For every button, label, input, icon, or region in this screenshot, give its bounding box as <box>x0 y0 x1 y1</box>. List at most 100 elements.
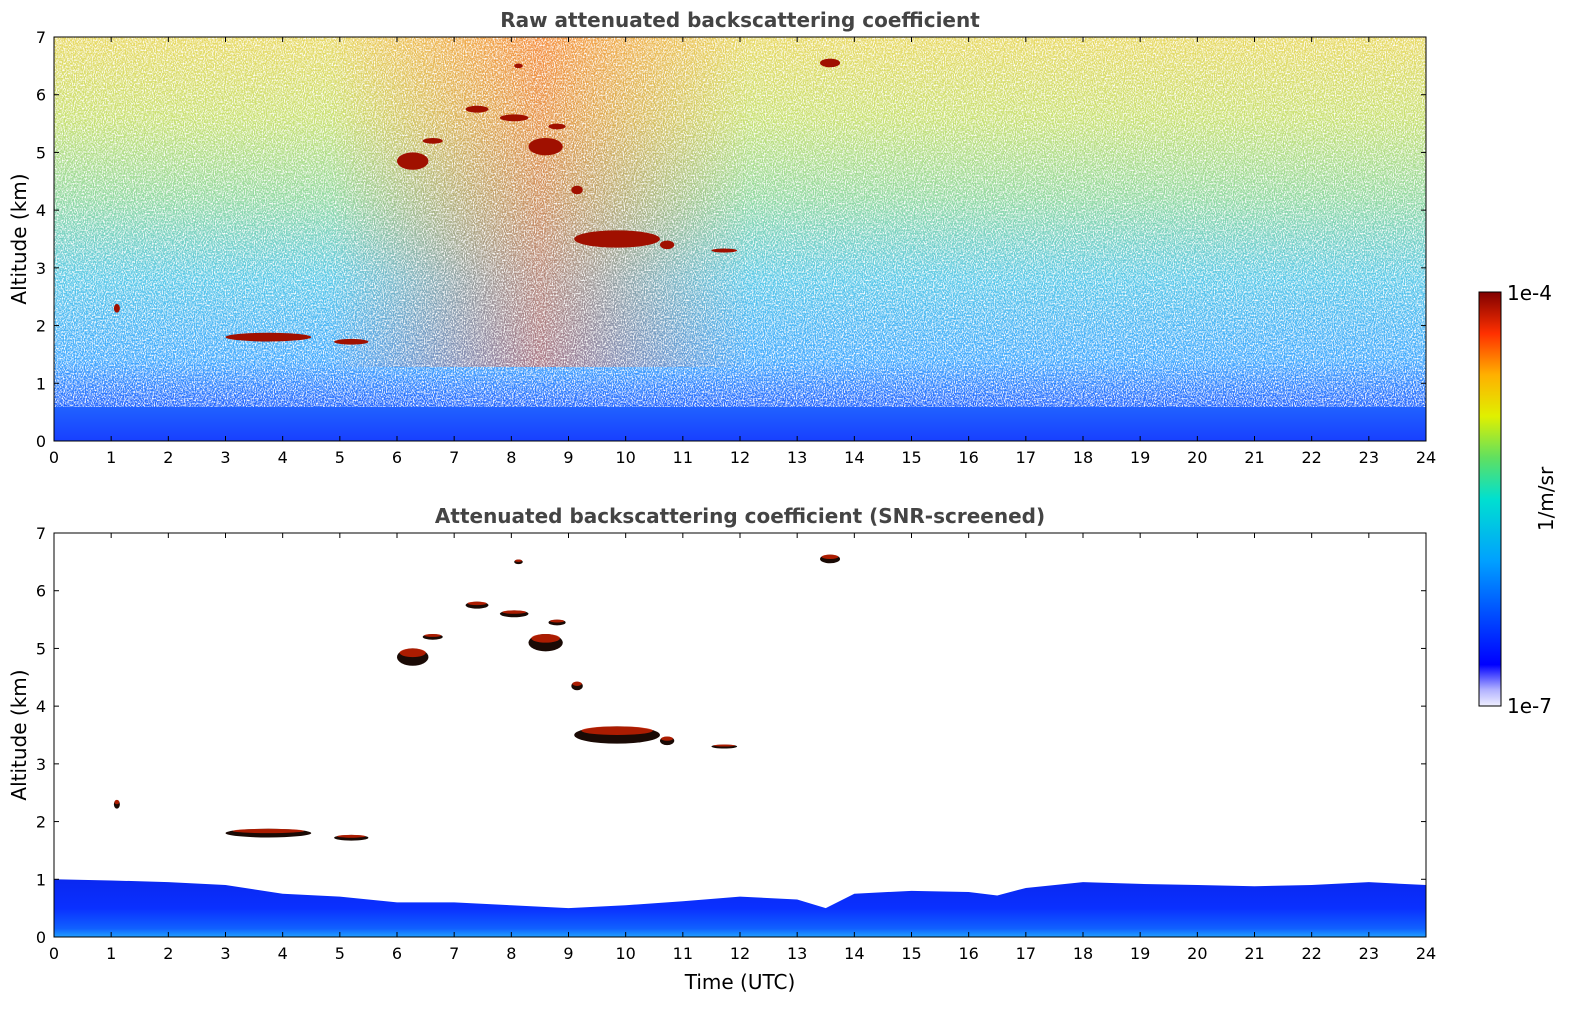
cloud-feature-top <box>661 736 674 741</box>
cloud-feature-top <box>114 799 120 805</box>
cloud-feature <box>659 240 675 250</box>
y-tick-label: 3 <box>36 259 46 278</box>
cloud-feature <box>514 63 523 69</box>
x-tick-label: 8 <box>506 944 516 963</box>
x-tick-label: 13 <box>787 448 807 467</box>
x-tick-label: 1 <box>106 944 116 963</box>
colorbar-min-label: 1e-7 <box>1507 694 1552 718</box>
x-tick-label: 20 <box>1187 944 1207 963</box>
x-tick-label: 7 <box>449 448 459 467</box>
y-tick-label: 2 <box>36 813 46 832</box>
y-tick-label: 6 <box>36 582 46 601</box>
x-tick-label: 22 <box>1301 944 1321 963</box>
y-tick-label: 1 <box>36 870 46 889</box>
raw-y-axis-label: Altitude (km) <box>7 173 31 304</box>
cloud-feature-top <box>399 648 426 658</box>
x-tick-label: 3 <box>220 944 230 963</box>
raw-axis-ticks: 0 1 2 3 4 5 6 7 8 9 10 11 12 13 14 15 16 17 18 19 20 21 22 23 24… <box>36 28 1436 467</box>
x-tick-label: 18 <box>1073 944 1093 963</box>
screened-cloud-layers <box>113 554 841 841</box>
screened-heatmap-background <box>54 533 1426 937</box>
x-tick-label: 8 <box>506 448 516 467</box>
x-tick-label: 17 <box>1016 944 1036 963</box>
x-tick-label: 23 <box>1359 944 1379 963</box>
y-tick-label: 5 <box>36 639 46 658</box>
screened-axis-ticks: 0 1 2 3 4 5 6 7 8 9 10 11 12 13 14 15 16 17 18 19 20 21 22 23 24… <box>36 524 1436 963</box>
x-tick-label: 3 <box>220 448 230 467</box>
x-tick-label: 11 <box>673 944 693 963</box>
cloud-feature <box>334 338 369 345</box>
cloud-feature-top <box>232 828 305 834</box>
colorbar-gradient <box>1478 291 1502 707</box>
y-tick-label: 5 <box>36 143 46 162</box>
x-tick-label: 15 <box>901 448 921 467</box>
cloud-feature-top <box>531 634 560 643</box>
x-tick-label: 2 <box>163 944 173 963</box>
cloud-feature-top <box>713 744 735 747</box>
y-tick-label: 4 <box>36 201 46 220</box>
x-tick-label: 6 <box>392 944 402 963</box>
colorbar-unit-label: 1/m/sr <box>1534 466 1558 531</box>
cloud-feature <box>397 152 429 170</box>
y-tick-label: 7 <box>36 28 46 47</box>
x-tick-label: 11 <box>673 448 693 467</box>
cloud-feature <box>465 105 489 113</box>
x-tick-label: 0 <box>49 448 59 467</box>
x-tick-label: 21 <box>1244 448 1264 467</box>
cloud-feature <box>711 248 738 253</box>
cloud-feature-top <box>424 634 442 637</box>
x-tick-label: 19 <box>1130 944 1150 963</box>
x-tick-label: 12 <box>730 944 750 963</box>
cloud-feature-top <box>581 726 653 736</box>
x-tick-label: 1 <box>106 448 116 467</box>
raw-backscatter-panel: Raw attenuated backscattering coefficien… <box>7 8 1436 467</box>
x-tick-label: 18 <box>1073 448 1093 467</box>
y-tick-label: 6 <box>36 86 46 105</box>
x-tick-label: 20 <box>1187 448 1207 467</box>
colorbar: 1e-4 1e-7 1/m/sr <box>1478 281 1558 718</box>
y-tick-label: 0 <box>36 928 46 947</box>
cloud-feature <box>574 230 660 248</box>
screened-x-axis-label: Time (UTC) <box>684 970 796 994</box>
cloud-feature <box>820 58 841 68</box>
x-tick-label: 0 <box>49 944 59 963</box>
x-tick-label: 12 <box>730 448 750 467</box>
x-tick-label: 13 <box>787 944 807 963</box>
cloud-feature-top <box>467 601 487 606</box>
cloud-feature <box>113 303 120 313</box>
x-tick-label: 15 <box>901 944 921 963</box>
x-tick-label: 14 <box>844 944 864 963</box>
screened-panel-title: Attenuated backscattering coefficient (S… <box>435 504 1045 528</box>
x-tick-label: 10 <box>615 448 635 467</box>
cloud-feature <box>528 138 563 156</box>
cloud-feature-top <box>572 681 582 686</box>
y-tick-label: 4 <box>36 697 46 716</box>
cloud-feature <box>571 185 583 195</box>
cloud-feature <box>548 123 566 130</box>
y-tick-label: 1 <box>36 374 46 393</box>
x-tick-label: 2 <box>163 448 173 467</box>
x-tick-label: 4 <box>278 944 288 963</box>
cloud-feature-top <box>336 834 366 838</box>
x-tick-label: 5 <box>335 944 345 963</box>
cloud-feature <box>225 332 312 342</box>
x-tick-label: 5 <box>335 448 345 467</box>
cloud-feature-top <box>821 554 839 559</box>
raw-panel-title: Raw attenuated backscattering coefficien… <box>500 8 980 32</box>
x-tick-label: 7 <box>449 944 459 963</box>
x-tick-label: 23 <box>1359 448 1379 467</box>
x-tick-label: 19 <box>1130 448 1150 467</box>
x-tick-label: 21 <box>1244 944 1264 963</box>
cloud-feature-top <box>549 619 565 623</box>
cloud-feature-top <box>514 559 523 562</box>
x-tick-label: 24 <box>1416 944 1436 963</box>
x-tick-label: 17 <box>1016 448 1036 467</box>
x-tick-label: 22 <box>1301 448 1321 467</box>
x-tick-label: 24 <box>1416 448 1436 467</box>
colorbar-max-label: 1e-4 <box>1507 281 1552 305</box>
y-tick-label: 2 <box>36 317 46 336</box>
x-tick-label: 4 <box>278 448 288 467</box>
raw-cloud-layers <box>113 58 841 345</box>
x-tick-label: 16 <box>958 944 978 963</box>
